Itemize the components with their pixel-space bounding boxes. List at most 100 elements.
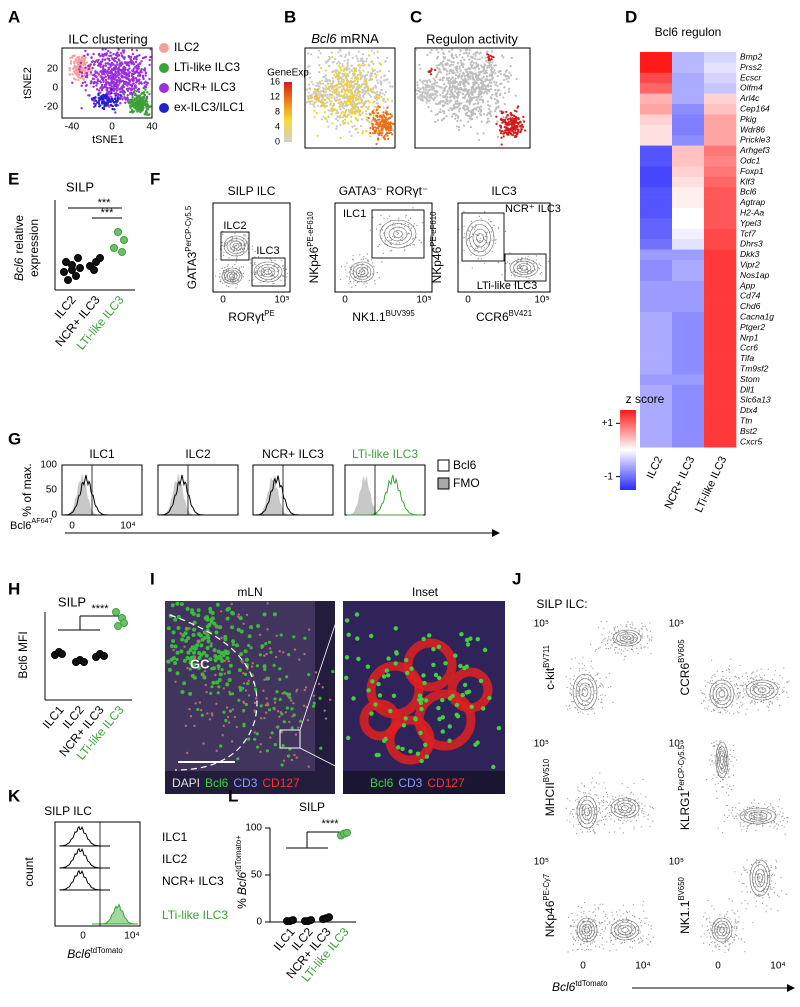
cell-dot xyxy=(509,117,511,119)
cell-dot xyxy=(451,77,453,79)
cell-dot xyxy=(507,262,508,263)
cell-dot xyxy=(307,101,309,103)
heatmap-cell xyxy=(640,83,672,94)
significance: **** xyxy=(91,603,109,615)
cell-dot xyxy=(243,623,245,625)
cell-dot xyxy=(372,262,373,263)
cell-dot xyxy=(353,67,355,69)
cell-dot xyxy=(315,95,317,97)
cell-dot xyxy=(77,79,79,81)
cell-dot xyxy=(219,672,223,676)
cell-dot xyxy=(463,73,465,75)
cell-dot xyxy=(271,731,274,734)
cell-dot xyxy=(460,77,462,79)
cell-dot xyxy=(596,680,597,681)
cell-dot xyxy=(404,658,408,662)
cell-dot xyxy=(598,627,599,628)
text-part: AF647 xyxy=(31,516,52,525)
cell-dot xyxy=(206,633,210,637)
cell-dot xyxy=(618,632,619,633)
cell-dot xyxy=(647,635,648,636)
heatmap-cell xyxy=(672,281,704,292)
panel-letter: A xyxy=(8,7,20,26)
cell-dot xyxy=(510,74,512,76)
cell-dot xyxy=(167,626,171,630)
cell-dot xyxy=(221,668,224,671)
cell-dot xyxy=(458,664,462,668)
cell-dot xyxy=(599,678,600,679)
cell-dot xyxy=(166,660,170,664)
cell-dot xyxy=(642,626,643,627)
cell-dot xyxy=(500,127,502,129)
cell-dot xyxy=(602,707,603,708)
cell-dot xyxy=(388,70,390,72)
cell-dot xyxy=(320,105,322,107)
cell-dot xyxy=(460,64,462,66)
heatmap-cell xyxy=(640,406,672,417)
cell-dot xyxy=(497,89,499,91)
cell-dot xyxy=(261,267,262,268)
cell-dot xyxy=(174,645,178,649)
cell-dot xyxy=(70,60,72,62)
cell-dot xyxy=(442,95,444,97)
cell-dot xyxy=(109,66,111,68)
cell-dot xyxy=(460,102,462,104)
cell-dot xyxy=(442,79,444,81)
cell-dot xyxy=(405,223,406,224)
cell-dot xyxy=(579,670,580,671)
cell-dot xyxy=(520,127,522,129)
cell-dot xyxy=(333,61,335,63)
cell-dot xyxy=(348,68,350,70)
cell-dot xyxy=(69,69,71,71)
cell-dot xyxy=(249,280,250,281)
cell-dot xyxy=(265,704,267,706)
cell-dot xyxy=(523,121,525,123)
cell-dot xyxy=(567,709,568,710)
cell-dot xyxy=(117,97,119,99)
cell-dot xyxy=(578,686,579,687)
cell-dot xyxy=(121,70,123,72)
cell-dot xyxy=(347,73,349,75)
cell-dot xyxy=(375,143,377,145)
cell-dot xyxy=(487,104,489,106)
cell-dot xyxy=(481,96,483,98)
cell-dot xyxy=(469,98,471,100)
cell-dot xyxy=(272,274,273,275)
cell-dot xyxy=(494,110,496,112)
cell-dot xyxy=(595,675,596,676)
cell-dot xyxy=(317,83,319,85)
cell-dot xyxy=(457,90,459,92)
cell-dot xyxy=(365,258,366,259)
cell-dot xyxy=(248,680,250,682)
cell-dot xyxy=(505,263,506,264)
cell-dot xyxy=(235,643,239,647)
cell-dot xyxy=(513,127,515,129)
cell-dot xyxy=(488,120,490,122)
cell-dot xyxy=(448,109,450,111)
cell-dot xyxy=(176,671,180,675)
cell-dot xyxy=(430,110,432,112)
cell-dot xyxy=(329,104,331,106)
cell-dot xyxy=(348,131,350,133)
cell-dot xyxy=(493,64,495,66)
cell-dot xyxy=(331,113,333,115)
cell-dot xyxy=(236,726,238,728)
cell-dot xyxy=(350,80,352,82)
cell-dot xyxy=(381,119,383,121)
cell-dot xyxy=(247,737,250,740)
cell-dot xyxy=(337,78,339,80)
cell-dot xyxy=(363,96,365,98)
cell-dot xyxy=(379,92,381,94)
cell-dot xyxy=(111,57,113,59)
cell-dot xyxy=(431,83,433,85)
cell-dot xyxy=(327,116,329,118)
cell-dot xyxy=(123,83,125,85)
heatmap-cell xyxy=(704,354,736,365)
legend-swatch xyxy=(438,460,449,471)
cell-dot xyxy=(334,100,336,102)
cell-dot xyxy=(280,633,283,636)
heatmap-cell xyxy=(672,426,704,437)
cell-dot xyxy=(310,100,312,102)
cell-dot xyxy=(369,135,371,137)
cell-dot xyxy=(206,625,210,629)
